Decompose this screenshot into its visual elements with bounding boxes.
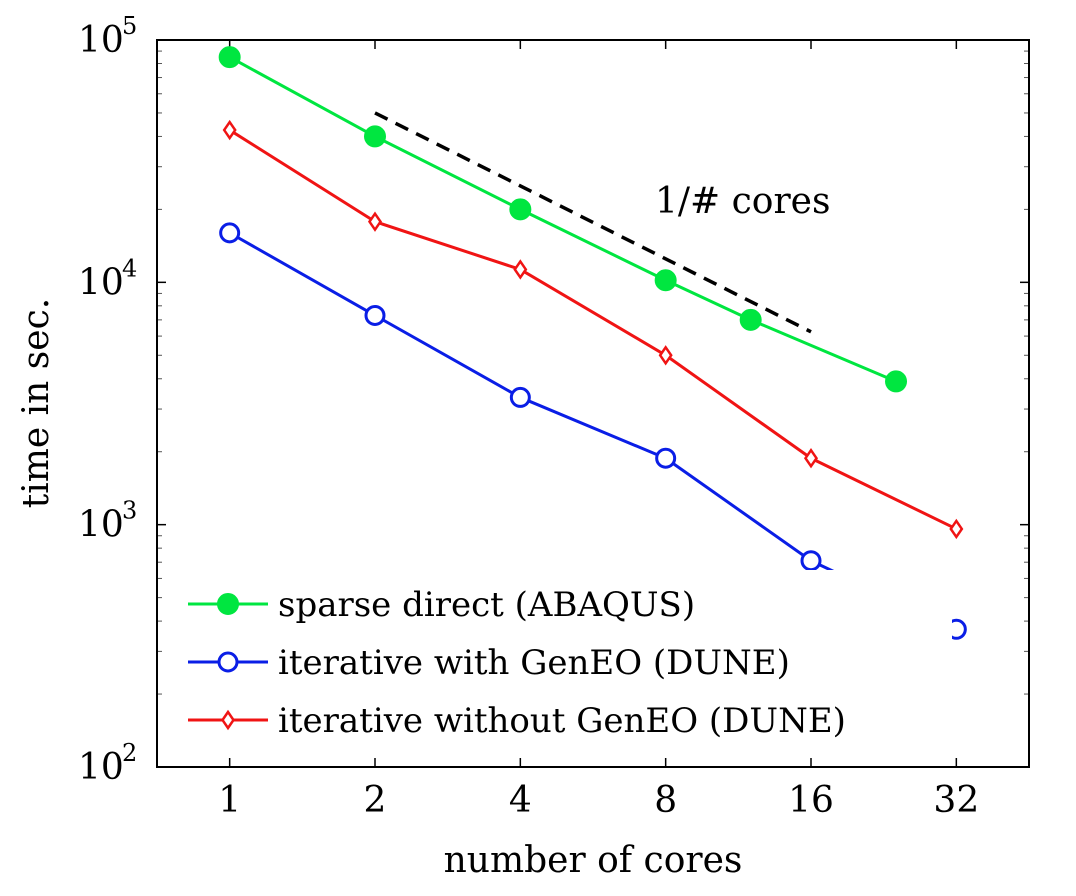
series-line xyxy=(228,55,897,383)
legend-label: iterative with GenEO (DUNE) xyxy=(278,643,790,683)
x-tick-label: 1 xyxy=(218,780,241,821)
data-point xyxy=(364,125,387,148)
data-point xyxy=(949,518,964,540)
data-point xyxy=(658,345,673,366)
x-tick-label: 32 xyxy=(933,780,979,821)
y-tick-base: 10 xyxy=(78,505,124,546)
y-tick-base: 10 xyxy=(78,747,124,788)
series-3 xyxy=(222,119,964,540)
y-tick-base: 10 xyxy=(78,262,124,303)
data-point xyxy=(222,119,237,141)
x-tick-label: 8 xyxy=(654,780,677,821)
data-point xyxy=(364,304,386,326)
data-point xyxy=(739,308,762,331)
x-axis-label: number of cores xyxy=(444,840,743,881)
plot-frame xyxy=(156,39,1030,768)
data-point xyxy=(655,447,677,469)
data-point xyxy=(367,211,383,232)
reference-line-group xyxy=(374,111,812,334)
y-tick-exponent: 2 xyxy=(122,739,137,767)
x-tick-label: 2 xyxy=(364,780,387,821)
data-point xyxy=(513,259,528,280)
data-point xyxy=(654,269,677,292)
data-point xyxy=(509,198,532,221)
legend-label: sparse direct (ABAQUS) xyxy=(278,585,695,625)
legend: sparse direct (ABAQUS) iterative with Gen… xyxy=(172,570,952,750)
data-point xyxy=(509,386,531,408)
y-axis-label: time in sec. xyxy=(16,298,57,508)
legend-item: iterative without GenEO (DUNE) xyxy=(188,701,846,741)
y-tick-exponent: 3 xyxy=(122,497,137,525)
series-line xyxy=(228,128,957,531)
legend-marker xyxy=(217,593,239,615)
y-tick-label: 104 xyxy=(78,254,137,303)
y-tick-label: 105 xyxy=(78,12,137,61)
series-1 xyxy=(218,46,908,393)
legend-marker xyxy=(220,709,236,731)
legend-item: iterative with GenEO (DUNE) xyxy=(188,643,790,683)
y-tick-base: 10 xyxy=(78,20,124,61)
x-tick-label: 4 xyxy=(509,780,532,821)
y-tick-exponent: 4 xyxy=(122,254,137,282)
y-tick-label: 102 xyxy=(78,739,137,788)
reference-line-label: 1/# cores xyxy=(655,181,830,222)
legend-item: sparse direct (ABAQUS) xyxy=(188,585,695,625)
series-group xyxy=(218,46,967,640)
data-point xyxy=(803,448,819,469)
x-tick-labels: 1 2 4 8 16 32 xyxy=(218,780,979,821)
legend-box xyxy=(172,570,952,750)
legend-label: iterative without GenEO (DUNE) xyxy=(278,701,846,741)
data-point xyxy=(800,550,822,572)
series-line xyxy=(228,231,957,631)
y-tick-label: 103 xyxy=(78,497,137,546)
y-tick-exponent: 5 xyxy=(122,12,137,40)
legend-marker xyxy=(217,651,239,673)
data-point xyxy=(218,46,241,69)
data-point xyxy=(219,222,241,244)
reference-line xyxy=(374,111,812,334)
data-point xyxy=(885,370,908,393)
x-tick-label: 16 xyxy=(788,780,834,821)
